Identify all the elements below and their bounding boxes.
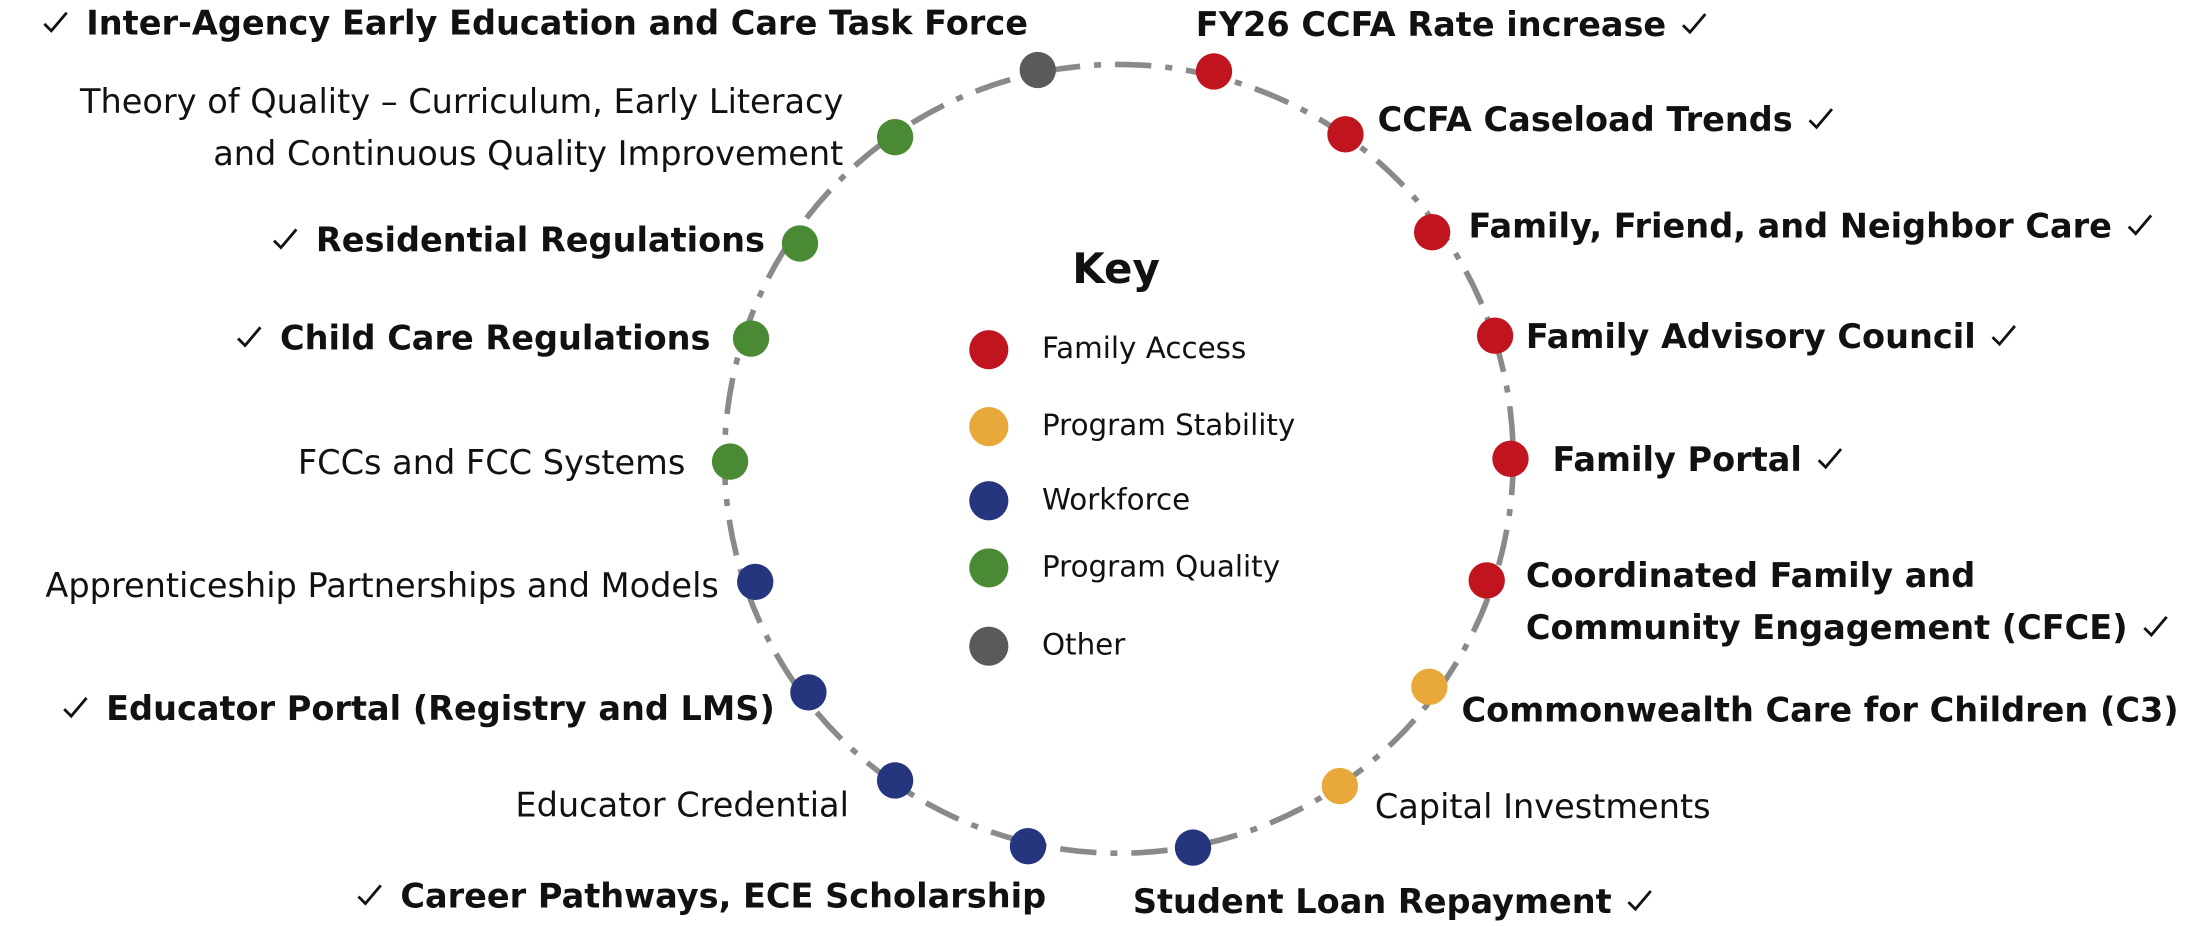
check-icon [272,228,298,250]
node-dot [781,225,819,262]
node-label: Commonwealth Care for Children (C3) [1462,690,2179,729]
node-label: Coordinated Family and [1526,556,1975,595]
check-icon [1681,13,1707,35]
check-icon [357,884,382,906]
key-label: Family Access [1042,331,1246,365]
node-dot [1476,317,1514,354]
check-icon [1808,108,1834,130]
check-icon [43,11,68,33]
check-icon [237,326,262,348]
node-label: Child Care Regulations [280,318,710,357]
key-dot [969,548,1009,588]
node-label: Educator Credential [515,786,849,825]
node-dot [1009,828,1047,865]
node-label: Educator Portal (Registry and LMS) [106,689,775,728]
node-dot [1492,440,1529,477]
node-label: and Continuous Quality Improvement [213,134,843,173]
node-dot [1195,53,1233,90]
node-label: Apprenticeship Partnerships and Models [45,566,718,605]
node-dot [1019,51,1056,89]
key-dot [969,481,1009,521]
node-label: Community Engagement (CFCE) [1526,608,2128,647]
node-dot [876,762,914,799]
node-label: Student Loan Repayment [1133,882,1612,921]
node-label: FY26 CCFA Rate increase [1196,5,1666,44]
node-dot [876,118,914,156]
node-label: Theory of Quality – Curriculum, Early Li… [79,82,843,121]
node-dot [1174,829,1212,866]
check-icon [1991,325,2016,347]
key-dot [969,407,1009,447]
node-dot [1468,562,1505,599]
node-label: Inter-Agency Early Education and Care Ta… [86,4,1028,43]
node-label: Capital Investments [1375,787,1711,826]
node-label: Residential Regulations [316,221,765,260]
check-icon [2143,615,2168,638]
node-label: Family Portal [1552,440,1801,479]
cycle-ring [721,61,1517,857]
key-label: Program Stability [1042,408,1295,442]
key-label: Other [1042,628,1126,662]
node-dot [1413,214,1451,251]
node-label: Family Advisory Council [1526,317,1976,356]
node-label: Family, Friend, and Neighbor Care [1469,207,2112,246]
node-dot [790,674,827,711]
node-dot [1327,116,1364,153]
key-dot [969,626,1009,666]
node-dot [1411,668,1448,705]
check-icon [63,697,88,719]
node-label: Career Pathways, ECE Scholarship [400,876,1046,915]
node-dot [711,443,749,480]
check-icon [1627,890,1652,912]
key-title: Key [1072,244,1160,293]
node-label: FCCs and FCC Systems [298,443,685,482]
key-label: Workforce [1042,482,1190,516]
node-dot [732,320,770,357]
node-dot [1321,767,1359,805]
check-icon [2127,214,2153,236]
key-dot [969,330,1009,370]
node-dot [737,563,774,601]
key-label: Program Quality [1042,549,1280,583]
check-icon [1817,448,1843,470]
node-label: CCFA Caseload Trends [1378,100,1793,139]
